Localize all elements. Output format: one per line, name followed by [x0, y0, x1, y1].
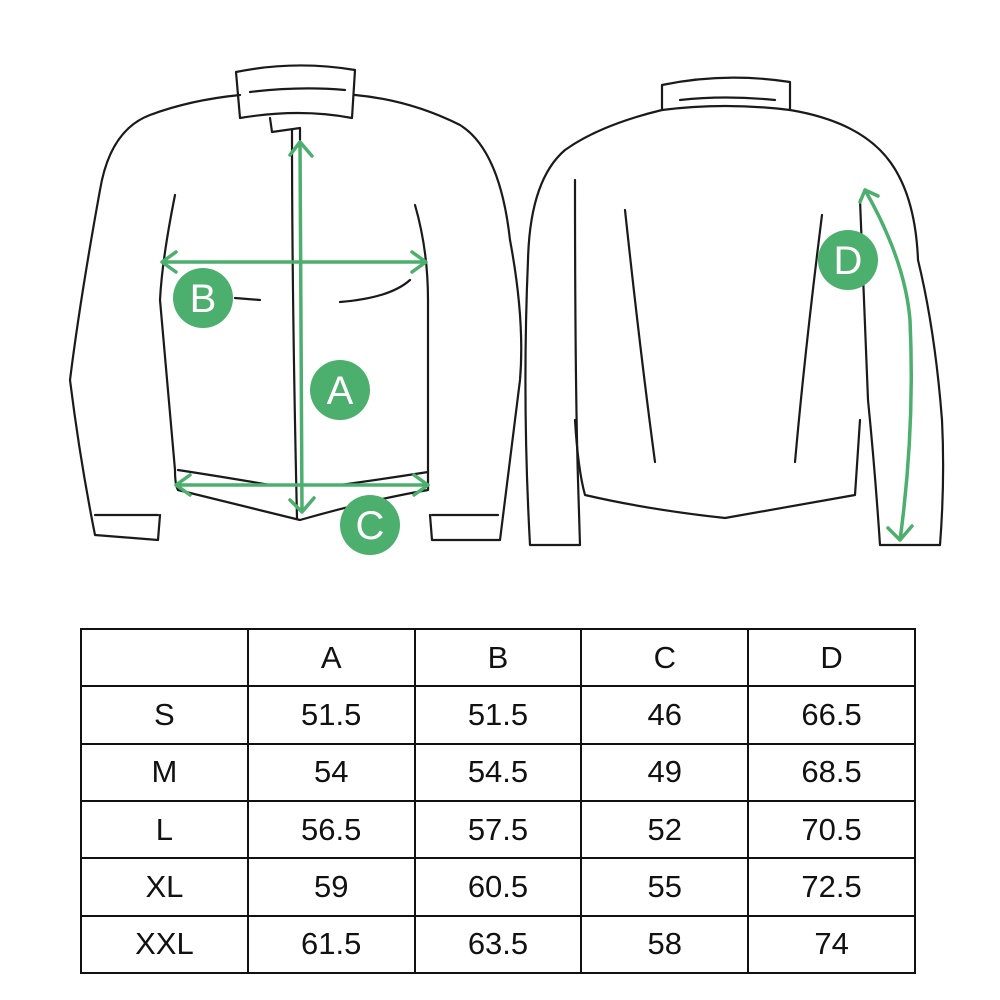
value-cell: 72.5 [747, 857, 916, 917]
table-row: XL 59 60.5 55 72.5 [80, 857, 916, 917]
value-cell: 70.5 [747, 799, 916, 860]
value-cell: 59 [246, 857, 416, 917]
value-cell: 52 [580, 799, 750, 860]
value-cell: 55 [580, 857, 750, 917]
value-cell: 51.5 [413, 685, 583, 745]
front-jacket: B A C [68, 64, 523, 555]
table-row: M 54 54.5 49 68.5 [80, 742, 916, 802]
value-cell: 46 [580, 685, 750, 745]
label-badge-a: A [310, 360, 370, 420]
table-row: XXL 61.5 63.5 58 74 [80, 914, 916, 975]
size-cell: L [80, 799, 249, 860]
label-badge-d: D [818, 230, 878, 290]
table-row: L 56.5 57.5 52 70.5 [80, 799, 916, 860]
value-cell: 58 [580, 914, 750, 975]
svg-text:C: C [356, 504, 385, 548]
back-jacket: D [524, 76, 945, 547]
header-cell [80, 627, 249, 688]
header-cell: B [413, 627, 583, 688]
table-header-row: A B C D [80, 627, 916, 688]
header-cell: A [246, 627, 416, 688]
size-cell: M [80, 742, 249, 802]
value-cell: 68.5 [747, 742, 916, 802]
svg-text:D: D [834, 239, 863, 283]
value-cell: 57.5 [413, 799, 583, 860]
label-badge-b: B [173, 268, 233, 328]
size-cell: S [80, 685, 249, 745]
value-cell: 63.5 [413, 914, 583, 975]
svg-text:A: A [327, 369, 354, 413]
size-table: A B C D S 51.5 51.5 46 66.5 M 54 54.5 49… [80, 627, 916, 975]
jacket-diagram: B A C D [68, 64, 945, 555]
size-cell: XL [80, 857, 249, 917]
value-cell: 61.5 [246, 914, 416, 975]
header-cell: D [747, 627, 916, 688]
value-cell: 49 [580, 742, 750, 802]
svg-text:B: B [190, 277, 217, 321]
value-cell: 54.5 [413, 742, 583, 802]
label-badge-c: C [340, 495, 400, 555]
size-cell: XXL [80, 914, 249, 975]
value-cell: 60.5 [413, 857, 583, 917]
table-row: S 51.5 51.5 46 66.5 [80, 685, 916, 745]
value-cell: 74 [747, 914, 916, 975]
value-cell: 51.5 [246, 685, 416, 745]
value-cell: 66.5 [747, 685, 916, 745]
value-cell: 54 [246, 742, 416, 802]
header-cell: C [580, 627, 750, 688]
value-cell: 56.5 [246, 799, 416, 860]
